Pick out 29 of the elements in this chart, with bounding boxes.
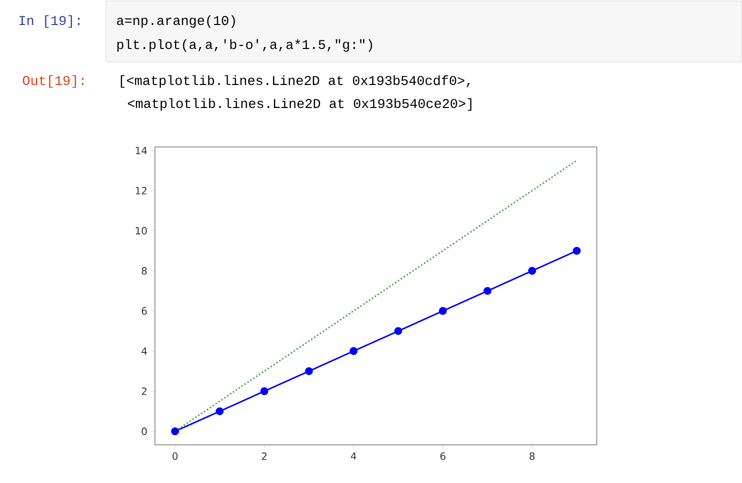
x-tick-label: 6 (440, 452, 446, 460)
text: Out[19]: (22, 75, 84, 88)
x-tick-label: 8 (530, 452, 535, 460)
point (305, 367, 313, 376)
point (394, 327, 402, 336)
text: a=np.arange(10) (117, 15, 235, 28)
y-tick-label: 2 (142, 388, 146, 395)
y-tick-label: 10 (136, 226, 147, 235)
point (171, 427, 179, 436)
point (216, 407, 224, 416)
text: <matplotlib.lines.Line2D at 0x193b540ce20>] (128, 98, 472, 111)
text: [<matplotlib.lines.Line2D at 0x193b540cdf0>, (120, 75, 470, 88)
text: In [19]: (20, 15, 80, 28)
point (438, 307, 447, 315)
point (484, 287, 492, 295)
point (528, 266, 536, 275)
x-tick-label: 2 (262, 452, 266, 460)
point (572, 246, 581, 255)
x-tick-label: 4 (350, 452, 356, 460)
y-tick-label: 4 (142, 348, 147, 355)
text: plt.plot(a,a,'b-o',a,a*1.5,"g:") (117, 39, 372, 52)
point (350, 347, 358, 356)
y-tick-label: 14 (136, 146, 147, 154)
x-tick-label: 0 (172, 452, 178, 460)
point (260, 387, 268, 396)
y-tick-label: 8 (142, 267, 147, 275)
y-tick-label: 12 (136, 186, 146, 194)
y-tick-label: 6 (142, 307, 147, 315)
y-tick-label: 0 (142, 428, 147, 436)
